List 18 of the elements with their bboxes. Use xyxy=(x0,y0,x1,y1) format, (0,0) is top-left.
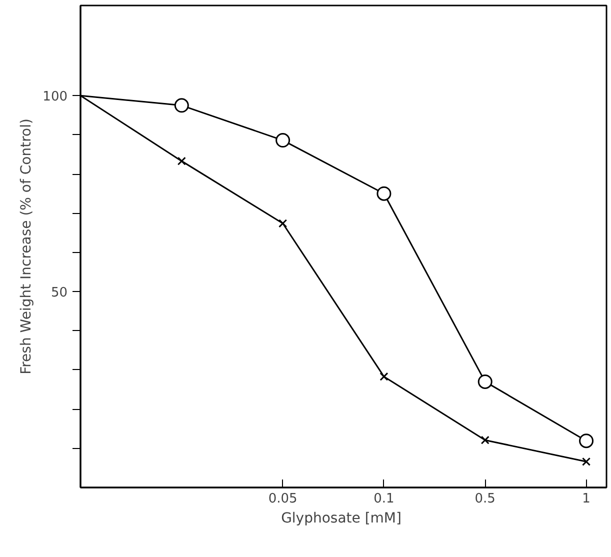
point xyxy=(380,372,388,381)
x-axis-title: Glyphosate [mM] xyxy=(281,510,402,526)
point xyxy=(478,374,492,389)
x-tick-label: 0.5 xyxy=(474,492,496,506)
y-tick-label: 50 xyxy=(50,286,68,301)
point xyxy=(376,186,392,201)
point xyxy=(174,98,189,113)
point xyxy=(582,457,591,466)
x-tick-label: 0.1 xyxy=(374,492,394,506)
point xyxy=(480,436,490,444)
x-tick-label: 1 xyxy=(582,492,590,506)
y-axis-title: Fresh Weight Increase (% of Control) xyxy=(18,118,35,374)
x-tick-label: 0.05 xyxy=(268,492,298,506)
point xyxy=(276,133,290,148)
point xyxy=(177,156,186,166)
point xyxy=(579,434,594,448)
point xyxy=(278,219,288,228)
y-tick-label: 100 xyxy=(42,90,68,105)
